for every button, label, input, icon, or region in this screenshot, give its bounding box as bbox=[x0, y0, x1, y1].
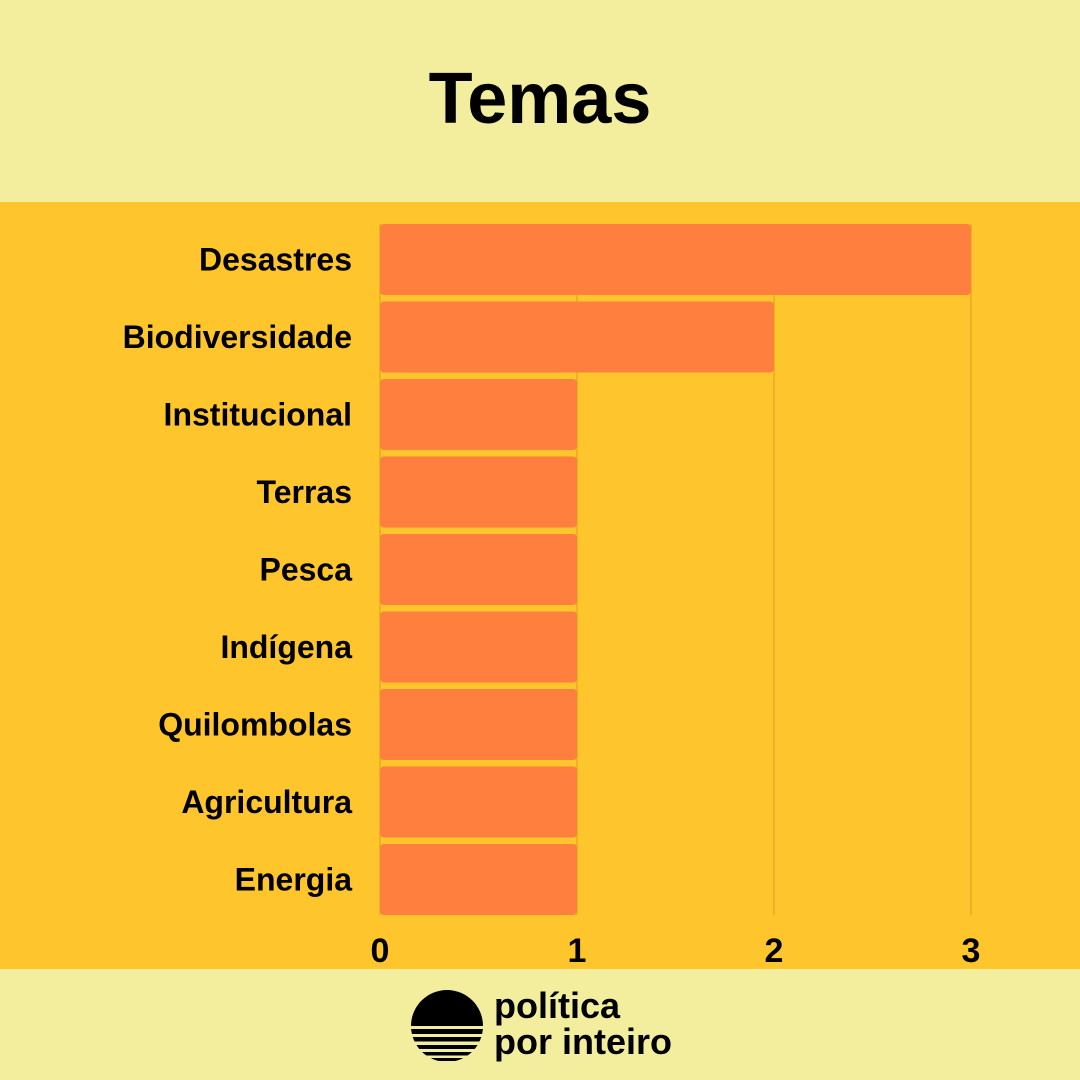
bar-agricultura bbox=[380, 766, 577, 838]
category-label: Desastres bbox=[199, 242, 352, 278]
x-tick-label: 2 bbox=[765, 932, 784, 970]
category-label: Energia bbox=[235, 862, 353, 898]
category-label: Quilombolas bbox=[158, 707, 352, 743]
category-label: Biodiversidade bbox=[123, 319, 352, 355]
bar-desastres bbox=[380, 224, 971, 295]
sunset-circle-icon bbox=[411, 990, 483, 1061]
chart-title: Temas bbox=[428, 59, 652, 139]
logo-line-1: política bbox=[494, 985, 621, 1026]
category-label: Agricultura bbox=[181, 784, 352, 820]
x-tick-label: 1 bbox=[568, 932, 587, 970]
category-label: Institucional bbox=[164, 397, 352, 433]
bar-quilombolas bbox=[380, 689, 577, 760]
bar-institucional bbox=[380, 379, 577, 450]
bar-terras bbox=[380, 456, 577, 528]
bars bbox=[380, 224, 971, 915]
bar-pesca bbox=[380, 534, 577, 605]
bar-biodiversidade bbox=[380, 301, 774, 373]
bar-energia bbox=[380, 844, 577, 915]
category-label: Indígena bbox=[220, 629, 352, 665]
tick-labels: 0 1 2 3 bbox=[371, 932, 981, 970]
bar-indígena bbox=[380, 611, 577, 683]
logo-line-2: por inteiro bbox=[494, 1021, 672, 1062]
x-tick-label: 0 bbox=[371, 932, 390, 970]
logo-wordmark: política por inteiro bbox=[494, 988, 672, 1060]
footer bbox=[0, 969, 1080, 1080]
brand-logo: política por inteiro bbox=[410, 988, 700, 1064]
category-label: Terras bbox=[257, 474, 352, 510]
header: Temas bbox=[0, 0, 1080, 202]
category-labels: Desastres Biodiversidade Institucional Terr… bbox=[123, 242, 353, 898]
category-label: Pesca bbox=[259, 552, 352, 588]
x-tick-label: 3 bbox=[962, 932, 981, 970]
